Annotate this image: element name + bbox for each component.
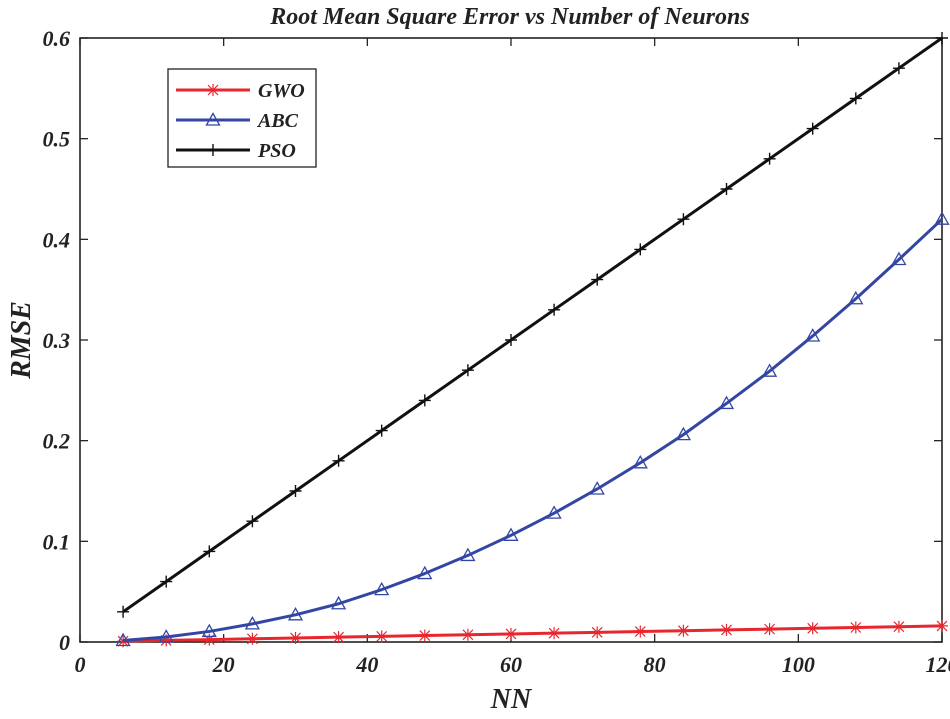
series-gwo: [117, 619, 948, 648]
data-point-gwo: [246, 632, 259, 645]
y-tick-label: 0.5: [43, 127, 71, 152]
series-pso: [117, 32, 948, 618]
series-line-pso: [122, 36, 943, 614]
data-point-gwo: [117, 635, 130, 648]
data-point-gwo: [461, 628, 474, 641]
data-point-gwo: [763, 623, 776, 636]
data-point-abc: [632, 454, 648, 469]
data-point-gwo: [203, 633, 216, 646]
data-point-abc: [374, 581, 390, 596]
x-tick-label: 40: [355, 652, 378, 677]
data-point-pso: [461, 364, 474, 377]
data-point-abc: [417, 565, 433, 580]
data-point-abc: [287, 606, 304, 621]
data-point-pso: [591, 273, 604, 286]
x-axis-label: NN: [490, 684, 533, 715]
data-point-pso: [677, 213, 690, 226]
data-point-pso: [892, 62, 905, 75]
data-point-abc: [460, 547, 476, 562]
data-point-pso: [246, 515, 259, 528]
series-abc: [115, 211, 950, 647]
y-tick-label: 0.6: [43, 26, 71, 51]
legend-entry-gwo: GWO: [176, 80, 305, 102]
data-point-gwo: [289, 631, 302, 644]
x-tick-label: 20: [212, 652, 235, 677]
x-tick-label: 60: [500, 652, 522, 677]
data-point-pso: [849, 92, 862, 105]
legend-marker-gwo: [207, 84, 219, 96]
data-point-abc: [158, 629, 174, 643]
data-point-pso: [332, 454, 345, 467]
data-point-pso: [375, 424, 388, 437]
data-point-abc: [891, 251, 907, 266]
data-point-pso: [505, 334, 517, 346]
data-point-pso: [763, 152, 776, 165]
legend-entry-abc: ABC: [176, 110, 299, 132]
data-point-pso: [936, 32, 948, 44]
data-point-gwo: [806, 622, 819, 635]
data-point-abc: [675, 426, 692, 441]
data-point-abc: [244, 616, 261, 630]
data-point-gwo: [849, 621, 862, 634]
y-tick-label: 0.3: [43, 328, 71, 353]
axis-ticks: 0 20 40 60 80 100 120 0 0.1 0.2 0.3 0.4 0.5 0.6: [43, 26, 950, 677]
data-point-gwo: [720, 623, 733, 636]
data-point-pso: [548, 303, 561, 316]
data-point-gwo: [634, 625, 647, 638]
data-point-abc: [589, 481, 605, 495]
chart-title: Root Mean Square Error vs Number of Neur…: [269, 4, 749, 30]
data-point-pso: [203, 545, 216, 558]
data-point-gwo: [160, 634, 173, 647]
data-point-pso: [160, 575, 173, 588]
data-point-pso: [289, 485, 302, 497]
series-line-abc: [122, 218, 944, 642]
data-point-gwo: [418, 629, 431, 642]
data-point-abc: [761, 363, 778, 377]
data-point-gwo: [548, 627, 561, 640]
y-tick-label: 0.1: [43, 529, 71, 554]
series-layer: [115, 32, 950, 648]
y-axis-label: RMSE: [6, 301, 37, 380]
data-point-gwo: [591, 626, 604, 639]
data-point-gwo: [375, 630, 388, 643]
data-point-abc: [848, 290, 864, 305]
x-tick-label: 100: [782, 652, 815, 677]
data-point-abc: [115, 632, 131, 647]
legend-label-gwo: GWO: [258, 80, 305, 102]
x-tick-label: 120: [926, 652, 950, 677]
data-point-abc: [201, 623, 217, 638]
data-point-gwo: [892, 620, 905, 633]
legend-label-abc: ABC: [256, 110, 299, 132]
data-point-abc: [330, 595, 347, 610]
data-point-abc: [805, 328, 821, 342]
legend-entry-pso: PSO: [176, 140, 296, 162]
data-point-gwo: [505, 627, 517, 640]
data-point-gwo: [936, 619, 948, 632]
legend-label-pso: PSO: [257, 140, 296, 162]
data-point-abc: [934, 211, 950, 225]
data-point-abc: [546, 505, 562, 519]
y-tick-label: 0.2: [43, 429, 71, 454]
legend-marker-abc: [205, 112, 221, 126]
legend: GWO ABC PSO: [167, 68, 317, 168]
data-point-gwo: [677, 624, 690, 637]
x-tick-label: 0: [75, 652, 86, 677]
data-point-pso: [720, 183, 733, 195]
data-point-abc: [718, 395, 735, 410]
data-point-abc: [503, 527, 519, 541]
data-point-pso: [806, 122, 819, 135]
x-tick-label: 80: [644, 652, 666, 677]
data-point-pso: [418, 394, 431, 407]
data-point-pso: [117, 605, 130, 618]
y-tick-label: 0.4: [43, 227, 71, 252]
data-point-pso: [634, 243, 647, 256]
y-tick-label: 0: [59, 630, 70, 655]
legend-marker-pso: [207, 144, 219, 156]
data-point-gwo: [332, 631, 345, 644]
series-line-gwo: [123, 624, 943, 643]
